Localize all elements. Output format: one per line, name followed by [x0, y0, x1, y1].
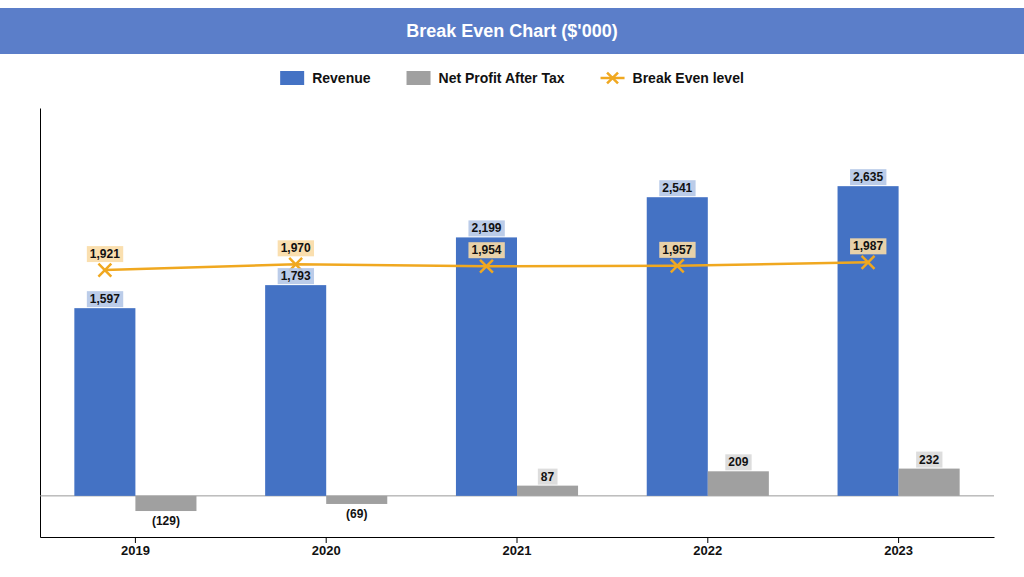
- marker: [671, 259, 684, 272]
- bar: [647, 197, 708, 496]
- marker: [480, 260, 493, 273]
- title-bar: [0, 8, 1024, 54]
- data-label-group: 1,793: [278, 268, 314, 284]
- legend-marker: [607, 73, 618, 84]
- y-axis-line: [40, 109, 41, 538]
- data-label-group: 1,954: [468, 242, 504, 258]
- data-label-box: [725, 454, 751, 470]
- data-label-group: 209: [725, 454, 751, 470]
- data-label: 2,199: [471, 221, 501, 235]
- data-label: 87: [541, 470, 555, 484]
- data-label-box: [278, 268, 314, 284]
- data-label: 1,921: [90, 247, 120, 261]
- bar: [456, 237, 517, 495]
- x-tick-label: 2022: [693, 543, 722, 558]
- legend-item: Break Even level: [601, 70, 744, 86]
- data-label: 1,970: [281, 241, 311, 255]
- data-label-group: 1,921: [87, 246, 123, 262]
- bar: [517, 486, 578, 496]
- data-label-group: (69): [346, 507, 367, 521]
- data-label-box: [916, 452, 942, 468]
- data-label-group: 2,635: [850, 169, 886, 185]
- data-label-box: [468, 220, 504, 236]
- data-label-group: 1,987: [850, 238, 886, 254]
- data-label-group: 232: [916, 452, 942, 468]
- x-tick: 2021: [503, 537, 532, 558]
- data-label: 209: [728, 455, 748, 469]
- data-label-group: 1,957: [659, 242, 695, 258]
- data-label-group: 2,199: [468, 220, 504, 236]
- data-label-box: [850, 169, 886, 185]
- data-label-group: 87: [538, 469, 558, 485]
- data-label: 232: [919, 453, 939, 467]
- data-label-box: [87, 291, 123, 307]
- x-axis: 2019 2020 2021 2022 2023: [41, 537, 995, 558]
- x-tick-label: 2020: [312, 543, 341, 558]
- data-label: (69): [346, 507, 367, 521]
- x-tick-label: 2023: [884, 543, 913, 558]
- title: Break Even Chart ($'000): [406, 21, 617, 41]
- data-label-group: 1,970: [278, 240, 314, 256]
- data-label: 2,541: [662, 181, 692, 195]
- y-axis: [40, 109, 41, 538]
- bar: [265, 285, 326, 496]
- data-labels: 1,597 1,793 2,199 2,541 2,635 (129) (69) 87 209 2…: [87, 169, 943, 528]
- data-label-box: [87, 246, 123, 262]
- data-label-box: [538, 469, 558, 485]
- data-label: 1,987: [853, 239, 883, 253]
- x-tick: 2019: [121, 537, 150, 558]
- data-label: 2,635: [853, 170, 883, 184]
- data-label: (129): [152, 514, 180, 528]
- bar: [838, 186, 899, 496]
- legend-label: Revenue: [312, 70, 371, 86]
- marker-series: [98, 256, 874, 277]
- x-tick-mark: [707, 537, 708, 543]
- bar: [899, 469, 960, 496]
- plot-area: [74, 186, 959, 511]
- legend-label: Net Profit After Tax: [439, 70, 565, 86]
- legend-label: Break Even level: [633, 70, 744, 86]
- x-tick: 2020: [312, 537, 341, 558]
- x-tick-mark: [326, 537, 327, 543]
- legend-swatch: [280, 71, 304, 85]
- x-tick-label: 2021: [503, 543, 532, 558]
- bar: [326, 496, 387, 504]
- data-label: 1,793: [281, 269, 311, 283]
- data-label-group: 2,541: [659, 180, 695, 196]
- data-label-box: [468, 242, 504, 258]
- data-label-group: 1,597: [87, 291, 123, 307]
- bar-series: [135, 469, 959, 511]
- data-label-box: [659, 242, 695, 258]
- data-label-box: [278, 240, 314, 256]
- x-tick-label: 2019: [121, 543, 150, 558]
- legend-swatch: [407, 71, 431, 85]
- bar: [74, 308, 135, 496]
- bar: [708, 471, 769, 496]
- data-label: 1,954: [471, 243, 501, 257]
- bar-series: [74, 186, 898, 496]
- x-tick-mark: [517, 537, 518, 543]
- data-label-box: [850, 238, 886, 254]
- x-tick: 2023: [884, 537, 913, 558]
- data-label-box: [659, 180, 695, 196]
- x-tick-mark: [898, 537, 899, 543]
- data-label: 1,597: [90, 292, 120, 306]
- data-label: 1,957: [662, 243, 692, 257]
- data-label-group: (129): [152, 514, 180, 528]
- legend-item: Net Profit After Tax: [407, 70, 565, 86]
- x-tick: 2022: [693, 537, 722, 558]
- chart: Break Even Chart ($'000) 2019 2020 2021 2022…: [0, 0, 1024, 577]
- x-tick-mark: [135, 537, 136, 543]
- bar: [135, 496, 196, 511]
- marker: [862, 256, 875, 269]
- marker: [98, 264, 111, 277]
- legend-item: Revenue: [280, 70, 371, 86]
- legend: Revenue Net Profit After Tax Break Even le…: [280, 70, 744, 86]
